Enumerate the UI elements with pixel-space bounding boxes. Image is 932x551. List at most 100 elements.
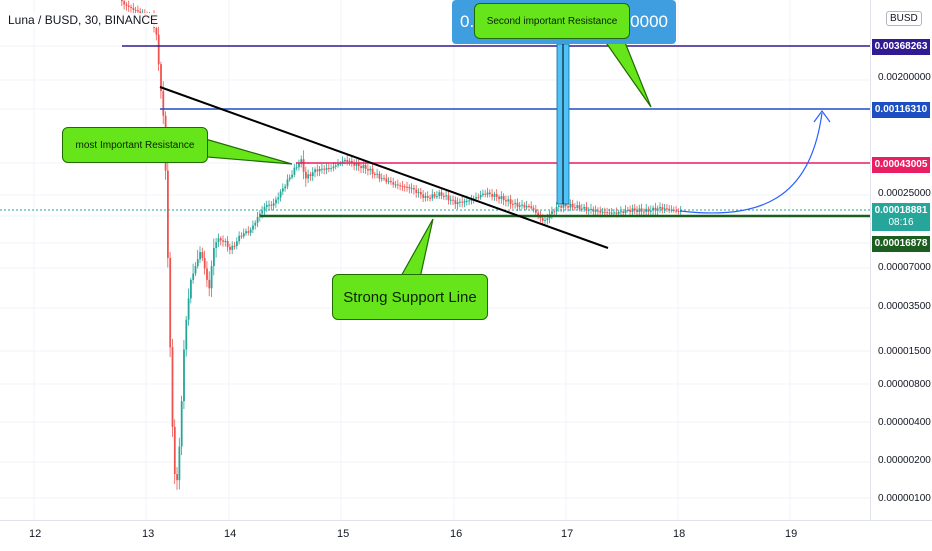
candle-body <box>475 197 477 199</box>
candle-body <box>307 174 310 179</box>
price-label-left: 0. <box>460 12 475 31</box>
candle-body <box>523 204 526 208</box>
candle-body <box>245 231 247 234</box>
symbol-title[interactable]: Luna / BUSD, 30, BINANCE <box>6 13 161 27</box>
candle-body <box>125 4 128 6</box>
candle-body <box>187 298 190 320</box>
candle-body <box>210 266 213 289</box>
candle-body <box>217 238 220 243</box>
price-tick: 0.00001500 <box>878 346 931 357</box>
candle-body <box>406 186 408 188</box>
candle-body <box>500 196 503 199</box>
candle-body <box>491 193 494 197</box>
price-tick: 0.00007000 <box>878 262 931 273</box>
candle-body <box>659 207 661 209</box>
trendline[interactable] <box>159 86 609 249</box>
callout-resistance-1-text: most Important Resistance <box>75 139 195 151</box>
candle-body <box>155 27 158 35</box>
candle-body <box>330 168 333 170</box>
candle-body <box>314 169 316 173</box>
callout-resistance-1[interactable]: most Important Resistance <box>62 127 208 163</box>
time-axis[interactable] <box>0 520 932 551</box>
candle-body <box>137 10 139 12</box>
candle-body <box>558 205 560 207</box>
candle-body <box>127 5 130 7</box>
callout-resistance-2[interactable]: Second important Resistance <box>474 3 630 39</box>
candle-body <box>192 273 195 280</box>
currency-badge[interactable]: BUSD <box>886 11 922 26</box>
candle-body <box>422 194 425 198</box>
candle-body <box>203 258 206 269</box>
candle-body <box>553 211 556 213</box>
candle-body <box>171 347 174 427</box>
candle-body <box>282 188 284 192</box>
candle-body <box>173 426 176 475</box>
candle-body <box>590 208 592 210</box>
price-tag-level-1: 0.00368263 <box>872 39 930 55</box>
candle-body <box>601 211 604 213</box>
candle-body <box>636 210 638 213</box>
candle-body <box>392 182 395 185</box>
candle-body <box>275 199 277 204</box>
candle-body <box>486 192 489 195</box>
candle-body <box>638 208 641 213</box>
candle-body <box>613 212 615 214</box>
candle-body <box>323 168 326 170</box>
candle-body <box>624 209 627 214</box>
candle-body <box>541 218 544 221</box>
candle-body <box>574 207 576 209</box>
candle-body <box>194 266 197 274</box>
date-tick: 18 <box>673 528 686 540</box>
price-axis[interactable] <box>870 0 932 520</box>
candle-body <box>521 204 523 206</box>
candle-body <box>226 241 229 247</box>
candle-body <box>196 259 199 267</box>
candle-body <box>507 199 510 202</box>
date-tick: 15 <box>337 528 350 540</box>
candle-body <box>224 241 227 243</box>
date-tick: 19 <box>785 528 798 540</box>
candle-body <box>569 203 572 208</box>
candle-body <box>560 205 563 208</box>
candle-body <box>466 200 468 202</box>
candle-body <box>449 199 452 201</box>
candle-body <box>160 64 162 92</box>
candle-body <box>263 206 266 211</box>
candle-body <box>339 163 342 165</box>
candle-body <box>495 194 498 197</box>
candle-body <box>525 205 528 208</box>
price-tag-support: 0.00016878 <box>872 236 930 252</box>
candle-body <box>670 209 673 211</box>
candle-body <box>371 168 374 174</box>
date-tick: 13 <box>142 528 155 540</box>
candle-body <box>344 159 346 162</box>
candle-body <box>445 195 448 197</box>
candle-body <box>286 179 289 187</box>
candle-body <box>387 181 390 183</box>
candle-body <box>535 209 537 213</box>
candle-body <box>401 186 404 188</box>
candle-body <box>332 166 335 169</box>
candle-body <box>219 238 222 241</box>
callout-support[interactable]: Strong Support Line <box>332 274 488 320</box>
candle-body <box>360 166 362 169</box>
projection-arrow[interactable] <box>679 112 823 214</box>
candle-body <box>546 218 549 220</box>
level-lines <box>122 45 870 218</box>
candle-body <box>604 211 606 213</box>
projection-arrow-head <box>813 109 831 123</box>
candle-body <box>562 204 565 208</box>
candle-body <box>256 216 259 223</box>
candle-body <box>348 160 351 163</box>
candle-body <box>576 205 579 208</box>
candle-body <box>489 192 491 194</box>
candle-body <box>532 208 535 210</box>
candle-body <box>270 204 273 206</box>
candle-body <box>555 206 558 212</box>
candle-body <box>399 185 402 187</box>
price-tick: 0.00200000 <box>878 72 931 83</box>
candle-body <box>272 203 275 206</box>
candle-body <box>279 191 282 198</box>
grid-lines <box>0 0 870 520</box>
